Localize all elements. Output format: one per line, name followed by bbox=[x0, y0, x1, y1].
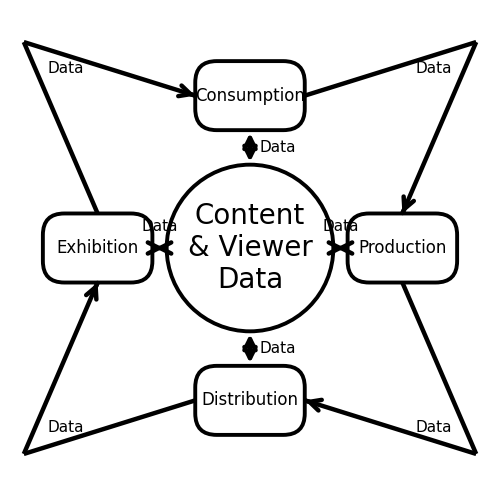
Text: Data: Data bbox=[260, 341, 296, 356]
FancyBboxPatch shape bbox=[195, 61, 305, 130]
Text: Data: Data bbox=[322, 219, 358, 234]
Text: Data: Data bbox=[260, 140, 296, 155]
Circle shape bbox=[166, 165, 334, 331]
Text: Data: Data bbox=[48, 61, 84, 76]
Text: Data: Data bbox=[142, 219, 178, 234]
Text: Data: Data bbox=[48, 420, 84, 435]
Text: Data: Data bbox=[416, 420, 453, 435]
FancyBboxPatch shape bbox=[195, 366, 305, 435]
Text: Production: Production bbox=[358, 239, 446, 257]
Text: Consumption: Consumption bbox=[195, 87, 305, 105]
Text: Data: Data bbox=[416, 61, 453, 76]
Text: Content
& Viewer
Data: Content & Viewer Data bbox=[188, 201, 312, 295]
FancyBboxPatch shape bbox=[348, 213, 457, 283]
FancyBboxPatch shape bbox=[43, 213, 152, 283]
Text: Distribution: Distribution bbox=[202, 391, 298, 409]
Text: Exhibition: Exhibition bbox=[56, 239, 139, 257]
